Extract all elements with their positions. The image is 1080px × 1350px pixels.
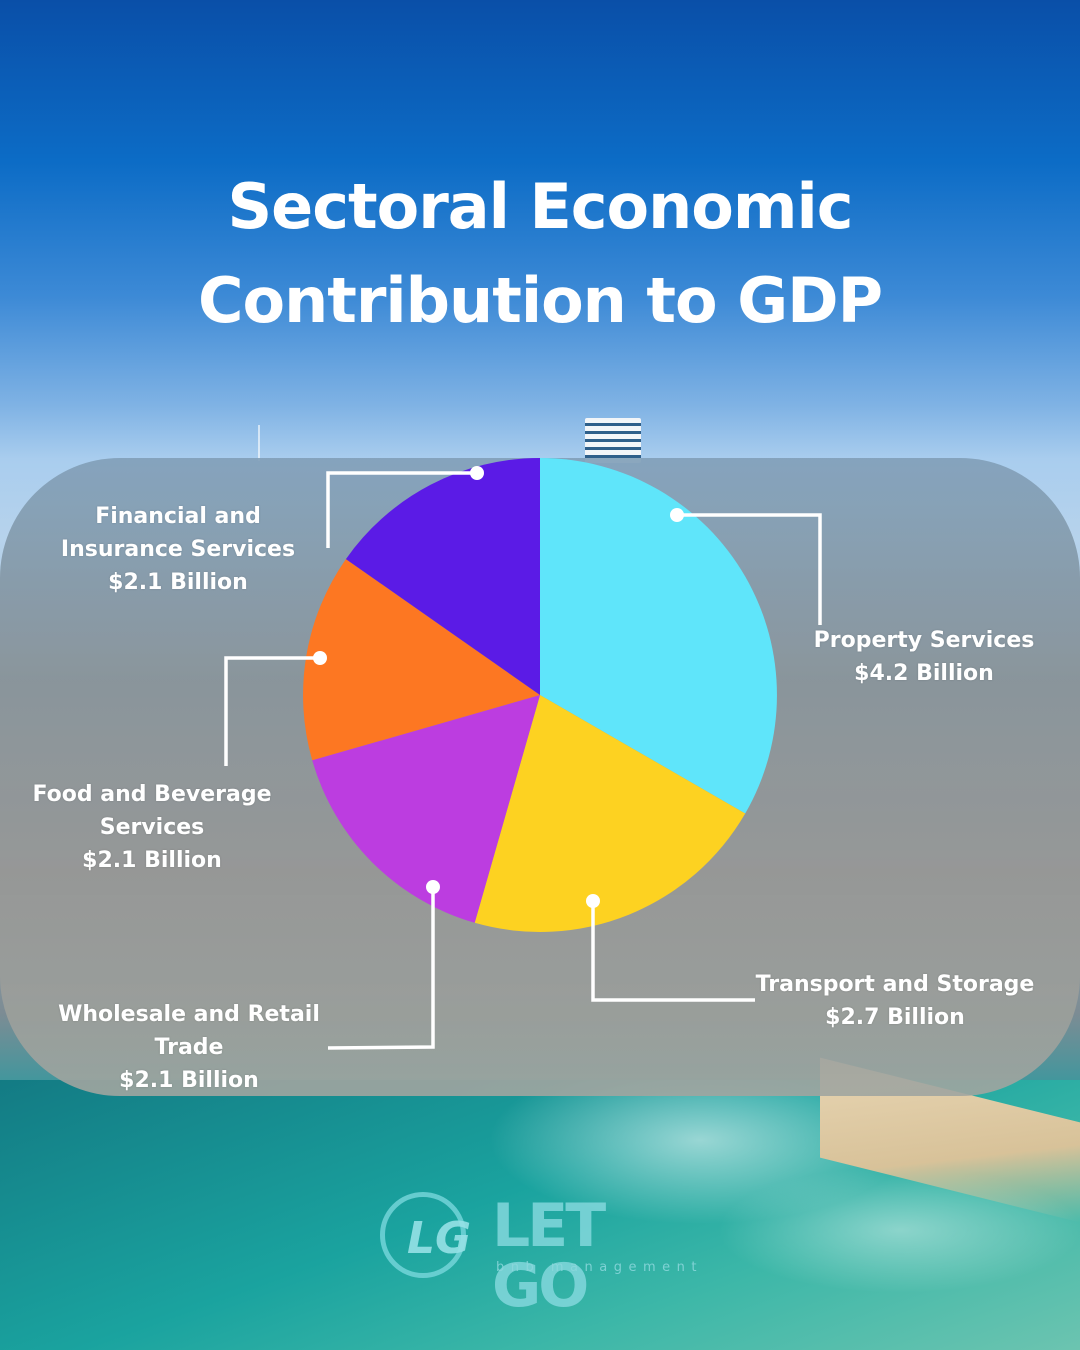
building-tower <box>585 418 641 463</box>
label-financial-name-1: Financial and <box>95 504 261 529</box>
title-line-2: Contribution to GDP <box>197 264 883 337</box>
pie-slice-wholesale <box>312 695 540 923</box>
leader-line-property <box>677 513 822 625</box>
leader-line-transport <box>591 900 755 1002</box>
leader-line-food <box>224 656 320 766</box>
leader-line-wholesale <box>327 887 435 1050</box>
lg-monogram-icon: LG <box>380 1192 471 1278</box>
dot-financial <box>470 466 484 480</box>
label-financial: Financial and Insurance Services $2.1 Bi… <box>34 500 322 599</box>
leader-dots <box>313 466 684 908</box>
label-wholesale-name-2: Trade <box>154 1035 224 1060</box>
label-transport: Transport and Storage $2.7 Billion <box>748 968 1042 1034</box>
pie-slice-transport <box>474 695 746 932</box>
dot-transport <box>586 894 600 908</box>
label-food-name-2: Services <box>99 815 205 840</box>
dot-wholesale <box>426 880 440 894</box>
label-financial-name-2: Insurance Services <box>60 537 296 562</box>
label-property: Property Services $4.2 Billion <box>800 624 1048 690</box>
label-food-name-1: Food and Beverage <box>32 782 272 807</box>
leader-lines <box>224 471 822 1050</box>
label-food: Food and Beverage Services $2.1 Billion <box>20 778 284 877</box>
leader-line-financial <box>326 471 477 548</box>
antenna-line <box>258 425 260 461</box>
label-transport-value: $2.7 Billion <box>825 1005 965 1030</box>
label-wholesale-value: $2.1 Billion <box>119 1068 259 1093</box>
label-wholesale: Wholesale and Retail Trade $2.1 Billion <box>44 998 334 1097</box>
label-property-value: $4.2 Billion <box>854 661 994 686</box>
label-financial-value: $2.1 Billion <box>108 570 248 595</box>
pie-slice-financial <box>345 458 540 695</box>
label-transport-name: Transport and Storage <box>755 972 1035 997</box>
brand-logo: LG LET GO bnb management <box>380 1192 710 1316</box>
page-title: Sectoral Economic Contribution to GDP <box>0 160 1080 348</box>
dot-property <box>670 508 684 522</box>
dot-food <box>313 651 327 665</box>
pie-slices <box>303 458 777 932</box>
label-food-value: $2.1 Billion <box>82 848 222 873</box>
title-line-1: Sectoral Economic <box>227 170 854 243</box>
label-wholesale-name-1: Wholesale and Retail <box>58 1002 320 1027</box>
logo-name: LET GO <box>492 1191 606 1321</box>
logo-tagline: bnb management <box>496 1260 703 1275</box>
label-property-name: Property Services <box>813 628 1035 653</box>
logo-glyph: LG <box>407 1213 472 1264</box>
pie-slice-food <box>303 559 540 761</box>
pie-slice-property <box>540 458 777 814</box>
